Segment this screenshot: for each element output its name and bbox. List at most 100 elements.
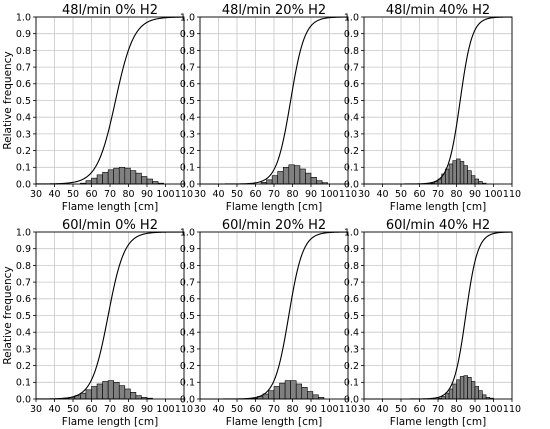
histogram-bar <box>141 176 148 185</box>
x-tick-label: 50 <box>67 404 79 415</box>
histogram-bar <box>107 169 115 185</box>
histogram-bar <box>452 383 457 400</box>
subplot-title: 60l/min 40% H2 <box>386 218 490 233</box>
x-tick-label: 100 <box>320 404 338 415</box>
histogram-bar <box>452 160 457 185</box>
x-tick-label: 100 <box>320 189 338 200</box>
x-tick-label: 70 <box>268 189 280 200</box>
y-tick-label: 0.4 <box>180 113 195 124</box>
x-tick-label: 80 <box>122 404 134 415</box>
histogram-bar <box>135 172 142 185</box>
y-tick-label: 0.6 <box>16 79 31 90</box>
histogram-bar <box>96 174 103 185</box>
x-tick-label: 50 <box>231 404 243 415</box>
x-tick-label: 70 <box>432 404 444 415</box>
histogram-bar <box>284 380 291 400</box>
y-tick-label: 0.5 <box>16 96 31 107</box>
histogram-bar <box>130 392 137 400</box>
y-axis-label: Relative frequency <box>2 51 14 149</box>
y-tick-label: 0.2 <box>180 361 195 372</box>
histogram-bar <box>306 391 314 400</box>
x-axis-label: Flame length [cm] <box>226 416 322 428</box>
x-tick-label: 30 <box>194 404 206 415</box>
y-tick-label: 0.4 <box>16 113 31 124</box>
x-tick-label: 40 <box>212 189 224 200</box>
y-tick-label: 0.7 <box>180 278 195 289</box>
histogram-bar <box>135 395 142 400</box>
histogram-bar <box>448 163 454 185</box>
y-tick-label: 0.5 <box>344 311 359 322</box>
y-tick-label: 1.0 <box>16 12 31 23</box>
histogram-bar <box>474 386 479 400</box>
x-tick-label: 80 <box>286 404 298 415</box>
histogram-bar <box>85 389 92 400</box>
y-tick-label: 0.5 <box>180 311 195 322</box>
histogram-bar <box>470 175 476 185</box>
histogram-bar <box>470 381 476 400</box>
x-tick-label: 110 <box>175 189 193 200</box>
y-tick-label: 0.8 <box>180 261 195 272</box>
histogram-bar <box>130 170 137 185</box>
y-tick-label: 0.2 <box>16 146 31 157</box>
y-tick-label: 0.0 <box>344 179 359 190</box>
y-tick-label: 0.1 <box>180 163 195 174</box>
histogram-bar <box>282 167 290 185</box>
histogram-bar <box>445 168 450 185</box>
y-tick-label: 1.0 <box>16 227 31 238</box>
histogram-bar <box>102 381 109 400</box>
x-tick-label: 30 <box>30 189 42 200</box>
histogram-bar <box>467 170 472 185</box>
histogram-bar <box>91 177 98 185</box>
histogram-bar <box>273 386 280 400</box>
y-tick-label: 0.9 <box>16 244 31 255</box>
y-tick-label: 0.8 <box>344 46 359 57</box>
subplot-title: 60l/min 20% H2 <box>222 218 326 233</box>
subplot-5: 30 40 50 60 70 80 90 100 1100.00.10.20.30.40.50.… <box>180 218 357 428</box>
y-tick-label: 0.6 <box>180 294 195 305</box>
y-tick-label: 0.8 <box>16 261 31 272</box>
histogram-bar <box>277 171 284 185</box>
y-tick-label: 0.3 <box>16 344 31 355</box>
x-tick-label: 80 <box>286 189 298 200</box>
x-tick-label: 70 <box>268 404 280 415</box>
histogram-bar <box>279 382 286 400</box>
histogram-bar <box>85 180 92 185</box>
y-tick-label: 0.5 <box>344 96 359 107</box>
x-tick-label: 90 <box>305 404 317 415</box>
x-tick-label: 90 <box>469 404 481 415</box>
y-tick-label: 0.7 <box>344 278 359 289</box>
y-tick-label: 0.7 <box>16 278 31 289</box>
x-tick-label: 30 <box>358 189 370 200</box>
histogram-bar <box>316 180 323 185</box>
y-tick-label: 0.3 <box>180 344 195 355</box>
histogram-bar <box>295 383 303 400</box>
histogram-bar <box>467 376 472 400</box>
x-tick-label: 110 <box>339 189 357 200</box>
subplot-3: 30 40 50 60 70 80 90 100 110 0.0 0.1 0.2 0.3 0.4 0.5 0.… <box>344 3 521 213</box>
y-tick-label: 1.0 <box>344 12 359 23</box>
x-axis-label: Flame length [cm] <box>226 201 322 213</box>
x-tick-label: 90 <box>305 189 317 200</box>
y-tick-label: 0.0 <box>180 394 195 405</box>
histogram-bar <box>124 388 131 400</box>
y-tick-label: 0.8 <box>344 261 359 272</box>
y-tick-label: 1.0 <box>180 227 195 238</box>
subplot-title: 48l/min 40% H2 <box>386 3 490 18</box>
y-tick-label: 0.4 <box>16 328 31 339</box>
x-tick-label: 40 <box>48 404 60 415</box>
x-axis-label: Flame length [cm] <box>62 201 158 213</box>
histogram-bar <box>266 179 273 185</box>
y-tick-label: 0.0 <box>180 179 195 190</box>
histogram-bar <box>268 390 275 400</box>
y-tick-label: 0.2 <box>16 361 31 372</box>
x-tick-label: 70 <box>104 404 116 415</box>
x-tick-label: 110 <box>503 189 521 200</box>
y-tick-label: 0.2 <box>344 361 359 372</box>
x-tick-label: 60 <box>85 404 97 415</box>
y-tick-label: 0.9 <box>16 29 31 40</box>
x-tick-label: 110 <box>503 404 521 415</box>
y-tick-label: 0.6 <box>344 294 359 305</box>
histogram-bar <box>96 383 103 400</box>
histogram-bar <box>482 394 487 400</box>
histogram-bar <box>456 158 461 185</box>
